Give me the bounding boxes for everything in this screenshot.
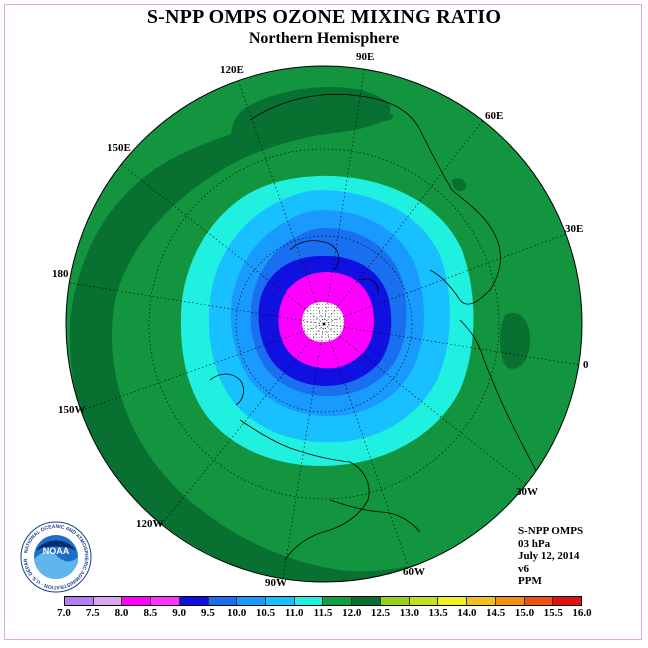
colorbar-label: 10.0 (227, 607, 247, 619)
colorbar-swatch (208, 597, 238, 605)
colorbar-swatch (65, 597, 94, 605)
colorbar-label: 8.5 (143, 607, 158, 619)
label-60e: 60E (485, 110, 504, 122)
meridian-0 (323, 323, 581, 366)
colorbar-label: 13.5 (428, 607, 448, 619)
colorbar-swatch (438, 597, 468, 605)
map-boundary (65, 65, 583, 583)
meridian-60w (323, 323, 409, 567)
info-level: 03 hPa (518, 537, 551, 550)
label-120e: 120E (220, 64, 244, 76)
coastline-caribbean (329, 499, 421, 533)
coastline-alaska (209, 373, 244, 406)
colorbar-swatch (553, 597, 581, 605)
graticule (69, 66, 581, 580)
coastline-europe-africa (459, 319, 541, 479)
info-instrument: S-NPP OMPS (518, 525, 584, 537)
label-30e: 30E (565, 223, 584, 235)
colorbar-swatch (352, 597, 381, 605)
meridian-60e (323, 118, 485, 325)
colorbar-label: 9.0 (172, 607, 186, 619)
map-subtitle: Northern Hemisphere (248, 30, 400, 47)
meridian-30w (323, 323, 529, 487)
coastline-asia (249, 93, 501, 305)
colorbar-swatch (93, 597, 123, 605)
meridian-120e (238, 82, 325, 325)
colorbar-label: 11.0 (284, 607, 304, 619)
label-90e: 90E (356, 51, 375, 63)
colorbar-swatch (294, 597, 324, 605)
label-150w: 150W (58, 404, 86, 416)
colorbar-swatch (151, 597, 180, 605)
label-0: 0 (583, 359, 589, 371)
label-90w: 90W (265, 577, 287, 589)
colorbar-label: 12.0 (342, 607, 362, 619)
info-date: July 12, 2014 (518, 550, 580, 562)
colorbar-label: 8.0 (114, 607, 129, 619)
colorbar-label: 15.0 (514, 607, 535, 619)
label-120w: 120W (136, 518, 164, 530)
colorbar-label: 7.5 (85, 607, 100, 619)
ozone-band-dark-green-northeast (231, 86, 391, 160)
noaa-logo: NATIONAL OCEANIC AND ATMOSPHERIC ADMINIS… (20, 521, 92, 593)
info-version: v6 (518, 562, 529, 575)
colorbar-swatch (380, 597, 410, 605)
label-150e: 150E (107, 142, 131, 154)
info-panel: S-NPP OMPS 03 hPa July 12, 2014 v6 PPM (518, 525, 583, 588)
colorbar-label: 10.5 (255, 607, 276, 619)
ozone-band-dark-green-spot (452, 178, 467, 192)
meridian-120w (161, 323, 325, 525)
ozone-band-dark-green-east (500, 312, 530, 369)
coastlines (209, 93, 541, 561)
colorbar-swatch (323, 597, 353, 605)
colorbar-label: 11.5 (313, 607, 333, 619)
colorbar-swatch (467, 597, 496, 605)
coastline-arctic-islands (289, 240, 379, 295)
colorbar-swatch (266, 597, 295, 605)
colorbar-swatch (524, 597, 554, 605)
latitude-circle-60 (235, 235, 413, 413)
label-60w: 60W (403, 566, 425, 578)
colorbar-label: 9.5 (201, 607, 215, 619)
colorbar-label: 12.5 (370, 607, 391, 619)
colorbar-label: 13.0 (399, 607, 419, 619)
map-title: S-NPP OMPS OZONE MIXING RATIO (146, 6, 502, 28)
colorbar-labels: 7.0 7.5 8.0 8.5 9.0 9.5 10.0 10.5 11.0 11.5 12.0 12… (0, 607, 648, 621)
colorbar-label: 16.0 (572, 607, 592, 619)
page-frame (4, 4, 642, 640)
latitude-circle-30 (148, 148, 500, 500)
colorbar-label: 14.5 (486, 607, 506, 619)
meridian-180 (69, 282, 325, 325)
colorbar-swatch (409, 597, 439, 605)
meridian-150e (121, 164, 325, 325)
colorbar-label: 15.5 (543, 607, 563, 619)
colorbar-label: 14.0 (457, 607, 477, 619)
coastline-north-america (239, 419, 370, 561)
logo-text: NOAA (43, 546, 70, 556)
colorbar-label: 7.0 (57, 607, 71, 619)
colorbar-swatch (122, 597, 152, 605)
colorbar-swatch (495, 597, 525, 605)
meridian-90w (282, 323, 325, 580)
label-180: 180 (52, 268, 69, 280)
info-units: PPM (518, 575, 542, 587)
colorbar-swatch (179, 597, 209, 605)
colorbar-swatch (237, 597, 267, 605)
no-data-polar-cap (302, 302, 344, 342)
meridian-30e (323, 233, 567, 325)
colorbar (64, 596, 582, 606)
label-30w: 30W (516, 486, 538, 498)
